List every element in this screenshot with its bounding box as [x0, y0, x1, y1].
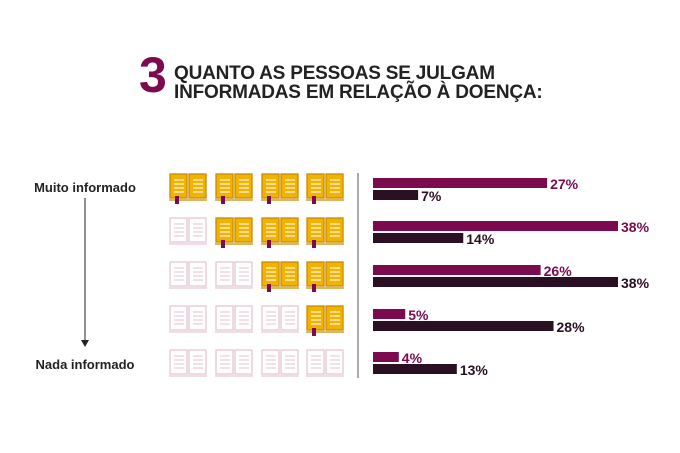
scale-label-top: Muito informado: [34, 180, 136, 195]
chart-title-line-1: QUANTO AS PESSOAS SE JULGAM: [174, 63, 495, 84]
bar-series-a: [373, 309, 406, 319]
bar-value-label: 38%: [621, 275, 650, 291]
book-icon-filled: [261, 173, 299, 204]
bar-value-label: 4%: [402, 350, 423, 366]
book-icons: [169, 173, 344, 377]
bar-value-label: 38%: [621, 219, 650, 235]
bar-value-label: 28%: [557, 319, 586, 335]
book-icon-filled: [306, 261, 344, 292]
book-icon-filled: [215, 217, 253, 248]
book-icon-empty: [169, 217, 207, 245]
book-icon-filled: [306, 217, 344, 248]
chart-number: 3: [139, 47, 167, 103]
book-icon-empty: [306, 349, 344, 377]
book-icon-empty: [261, 349, 299, 377]
bars: 27% 7% 38% 14% 26% 38% 5% 28% 4% 13%: [373, 176, 650, 378]
book-icon-filled: [215, 173, 253, 204]
book-icon-empty: [169, 261, 207, 289]
bar-series-b: [373, 277, 618, 287]
scale-label-bottom: Nada informado: [35, 357, 135, 372]
book-icon-filled: [261, 261, 299, 292]
bar-value-label: 13%: [460, 362, 489, 378]
book-icon-filled: [306, 305, 344, 336]
book-icon-empty: [215, 261, 253, 289]
bar-value-label: 14%: [466, 231, 495, 247]
chart-title-line-2: INFORMADAS EM RELAÇÃO À DOENÇA:: [174, 82, 543, 103]
book-icon-empty: [261, 305, 299, 333]
bar-series-a: [373, 178, 548, 188]
book-icon-filled: [306, 173, 344, 204]
bar-series-a: [373, 265, 541, 275]
book-icon-filled: [169, 173, 207, 204]
book-icon-empty: [215, 305, 253, 333]
book-icon-empty: [169, 349, 207, 377]
book-icon-filled: [261, 217, 299, 248]
scale-arrow-head: [81, 340, 89, 347]
bar-value-label: 27%: [550, 176, 579, 192]
book-icon-empty: [215, 349, 253, 377]
bar-series-a: [373, 221, 618, 231]
bar-series-b: [373, 190, 419, 200]
bar-value-label: 5%: [408, 307, 429, 323]
bar-series-b: [373, 233, 464, 243]
bar-value-label: 26%: [544, 263, 573, 279]
bar-series-b: [373, 321, 554, 331]
book-icon-empty: [169, 305, 207, 333]
bar-series-a: [373, 352, 399, 362]
bar-value-label: 7%: [421, 188, 442, 204]
bar-series-b: [373, 364, 457, 374]
